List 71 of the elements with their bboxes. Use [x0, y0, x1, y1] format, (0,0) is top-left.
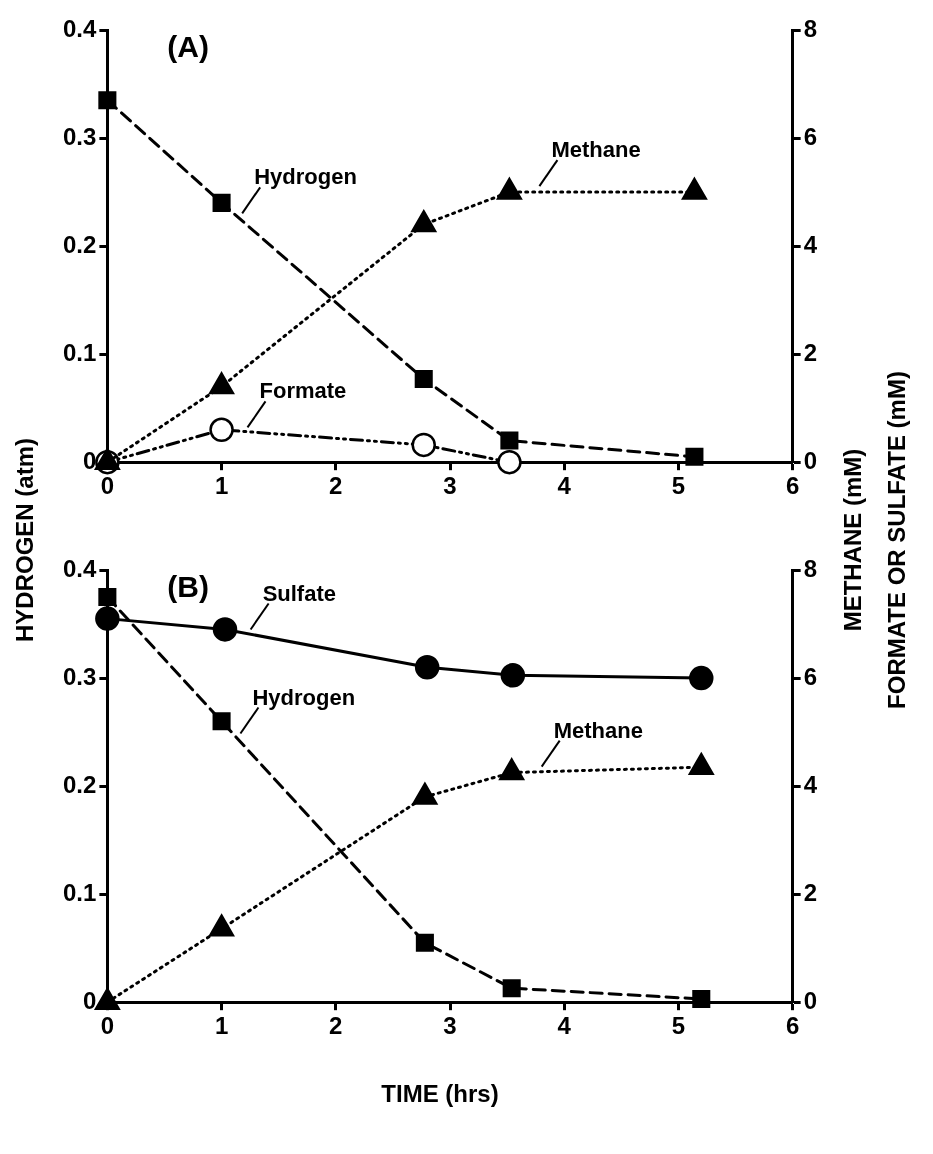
point [500, 431, 519, 450]
y2-tick-label: 0 [803, 986, 818, 1014]
point [411, 210, 437, 233]
y-tick-label: 0 [83, 446, 97, 474]
x-tick-label: 0 [100, 1012, 115, 1040]
point [94, 987, 120, 1010]
y-tick-label: 0.2 [62, 230, 97, 258]
point [95, 606, 120, 631]
y2-tick-label: 2 [803, 338, 818, 366]
series-label: Methane [551, 137, 641, 163]
y-tick-label: 0.4 [62, 554, 97, 582]
point [212, 617, 238, 642]
x-tick-label: 3 [443, 1012, 457, 1040]
x-tick-label: 1 [214, 472, 229, 500]
point [414, 369, 433, 389]
point [414, 655, 440, 680]
x-tick-label: 5 [671, 472, 686, 500]
point [689, 665, 714, 691]
point [209, 914, 235, 937]
y2-tick-label: 6 [803, 662, 818, 690]
point [209, 417, 234, 443]
x-tick-label: 4 [557, 472, 572, 500]
y-tick-label: 0.1 [62, 878, 97, 906]
point [98, 587, 117, 607]
x-tick-label: 6 [785, 1012, 800, 1040]
x-tick-label: 6 [785, 472, 800, 500]
y-tick-label: 0 [83, 986, 97, 1014]
point [692, 989, 711, 1008]
x-tick-label: 1 [214, 1012, 229, 1040]
point [98, 91, 117, 110]
x-tick-label: 0 [100, 472, 115, 500]
y-axis-title: HYDROGEN (atm) [10, 437, 39, 643]
chart-title: (B) [167, 570, 210, 604]
series-label: Hydrogen [254, 164, 357, 190]
series-label: Hydrogen [252, 684, 356, 710]
point [411, 432, 436, 458]
y2-tick-label: 8 [803, 554, 818, 582]
series-label: Formate [259, 378, 347, 404]
y-tick-label: 0.1 [62, 338, 97, 366]
y-tick-label: 0.4 [62, 14, 97, 42]
x-axis-title: TIME (hrs) [380, 1080, 500, 1108]
point [212, 712, 231, 731]
point [415, 933, 434, 952]
y-tick-label: 0.3 [62, 122, 97, 150]
y2-tick-label: 8 [803, 14, 818, 42]
y2-tick-label: 4 [803, 230, 818, 258]
point [212, 193, 231, 212]
series-label: Methane [553, 717, 643, 743]
series-label: Sulfate [262, 580, 336, 606]
point [681, 177, 707, 200]
y2-tick-label: 6 [803, 122, 818, 150]
chart-title: (A) [167, 30, 210, 64]
point [499, 758, 525, 781]
y-tick-label: 0.3 [62, 662, 97, 690]
x-tick-label: 4 [557, 1012, 572, 1040]
point [497, 449, 522, 475]
x-tick-label: 2 [329, 472, 343, 500]
point [685, 447, 704, 466]
x-tick-label: 3 [443, 472, 457, 500]
x-tick-label: 5 [671, 1012, 686, 1040]
x-tick-label: 2 [329, 1012, 343, 1040]
y2-tick-label: 4 [803, 770, 818, 798]
point [502, 979, 521, 998]
y-tick-label: 0.2 [62, 770, 97, 798]
point [209, 372, 235, 395]
point [500, 663, 526, 688]
y2-axis-title: METHANE (mM) FORMATE OR SULFATE (mM) [838, 371, 911, 709]
y2-tick-label: 2 [803, 878, 818, 906]
y2-tick-label: 0 [803, 446, 818, 474]
point [496, 177, 522, 200]
point [412, 782, 438, 805]
